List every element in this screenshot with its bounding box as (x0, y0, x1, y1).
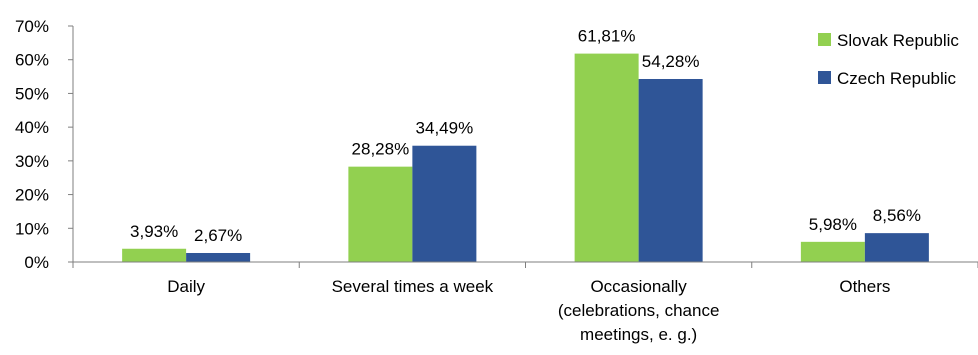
bar-slovak-republic-1 (348, 166, 413, 262)
bar-slovak-republic-2 (574, 53, 639, 262)
x-category-label: Daily (167, 277, 205, 296)
y-tick-label: 30% (15, 152, 49, 171)
data-label: 8,56% (873, 206, 921, 225)
bar-czech-republic-1 (412, 145, 477, 262)
data-label: 2,67% (194, 226, 242, 245)
x-category-label: meetings, e. g.) (580, 325, 697, 344)
y-tick-label: 60% (15, 51, 49, 70)
legend-label: Slovak Republic (837, 31, 959, 50)
data-label: 28,28% (352, 140, 410, 159)
data-label: 34,49% (416, 119, 474, 138)
legend-label: Czech Republic (837, 69, 957, 88)
x-category-label: Others (839, 277, 890, 296)
bar-czech-republic-0 (186, 252, 251, 262)
x-category-label: (celebrations, chance (558, 301, 720, 320)
y-tick-label: 50% (15, 84, 49, 103)
bar-czech-republic-3 (864, 233, 929, 262)
bar-slovak-republic-3 (800, 241, 865, 262)
x-axis: Daily Several times a week Occasionally (ce… (72, 261, 978, 344)
bar-slovak-republic-0 (122, 248, 187, 262)
legend-swatch (818, 71, 831, 84)
y-tick-label: 20% (15, 186, 49, 205)
y-tick-label: 40% (15, 118, 49, 137)
data-label: 54,28% (642, 52, 700, 71)
x-category-label: Several times a week (332, 277, 494, 296)
y-tick-label: 70% (15, 17, 49, 36)
data-label: 5,98% (809, 215, 857, 234)
bars (122, 53, 929, 262)
y-tick-label: 10% (15, 219, 49, 238)
value-labels: 3,93% 2,67% 28,28% 34,49% 61,81% 54,28% 5,98% 8… (130, 27, 921, 245)
data-label: 61,81% (578, 27, 636, 46)
x-category-label: Occasionally (590, 277, 687, 296)
data-label: 3,93% (130, 222, 178, 241)
legend: Slovak Republic Czech Republic (818, 31, 959, 88)
y-tick-label: 0% (24, 253, 49, 272)
bar-czech-republic-2 (638, 78, 703, 262)
legend-swatch (818, 33, 831, 46)
y-axis: 0% 10% 20% 30% 40% 50% 60% 70% (15, 17, 74, 272)
